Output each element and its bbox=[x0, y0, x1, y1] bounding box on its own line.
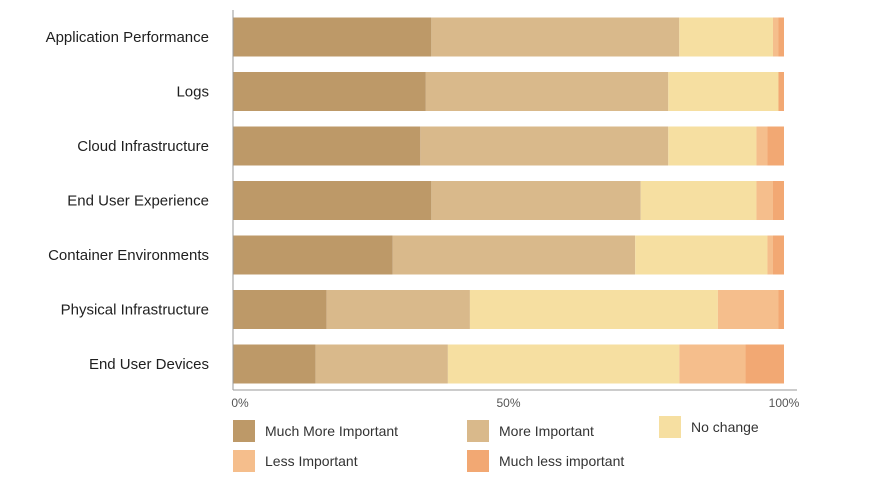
bar-application-performance-no-change bbox=[679, 17, 773, 57]
bar-end-user-experience-much-more-important bbox=[233, 181, 432, 220]
bar-end-user-devices-less-important bbox=[679, 344, 746, 384]
bar-cloud-infrastructure-much-less-important bbox=[767, 126, 784, 166]
bar-end-user-devices-much-more-important bbox=[233, 344, 316, 384]
bar-physical-infrastructure-more-important bbox=[326, 290, 470, 329]
bar-cloud-infrastructure-more-important bbox=[420, 126, 669, 166]
bar-physical-infrastructure-much-less-important bbox=[778, 290, 784, 329]
bar-application-performance-more-important bbox=[431, 17, 680, 57]
bar-container-environments-much-less-important bbox=[772, 235, 784, 275]
x-tick-label: 100% bbox=[769, 396, 800, 410]
category-label-application-performance: Application Performance bbox=[46, 29, 209, 46]
bar-end-user-experience-no-change bbox=[640, 181, 757, 220]
bar-physical-infrastructure-less-important bbox=[717, 290, 779, 329]
bar-cloud-infrastructure-less-important bbox=[756, 126, 768, 166]
bar-container-environments-much-more-important bbox=[233, 235, 393, 275]
bars-group bbox=[233, 17, 784, 384]
bar-cloud-infrastructure-no-change bbox=[668, 126, 757, 166]
category-label-cloud-infrastructure: Cloud Infrastructure bbox=[77, 138, 209, 155]
bar-logs-much-more-important bbox=[233, 72, 426, 111]
bar-application-performance-much-more-important bbox=[233, 17, 432, 57]
x-tick-label: 0% bbox=[231, 396, 249, 410]
bar-container-environments-no-change bbox=[635, 235, 768, 275]
category-label-end-user-devices: End User Devices bbox=[89, 356, 209, 373]
bar-container-environments-less-important bbox=[767, 235, 773, 275]
bar-end-user-experience-less-important bbox=[756, 181, 773, 220]
category-label-end-user-experience: End User Experience bbox=[67, 193, 209, 210]
category-label-logs: Logs bbox=[176, 84, 209, 101]
bar-physical-infrastructure-no-change bbox=[469, 290, 718, 329]
bar-logs-more-important bbox=[425, 72, 669, 111]
bar-application-performance-much-less-important bbox=[778, 17, 784, 57]
x-tick-label: 50% bbox=[496, 396, 520, 410]
bar-end-user-experience-more-important bbox=[431, 181, 641, 220]
bar-end-user-devices-no-change bbox=[447, 344, 680, 384]
category-label-container-environments: Container Environments bbox=[48, 247, 209, 264]
category-labels: Application Performance Logs Cloud Infrast… bbox=[46, 29, 209, 373]
bar-physical-infrastructure-much-more-important bbox=[233, 290, 327, 329]
category-label-physical-infrastructure: Physical Infrastructure bbox=[61, 302, 209, 319]
bar-cloud-infrastructure-much-more-important bbox=[233, 126, 421, 166]
bar-logs-no-change bbox=[668, 72, 779, 111]
x-tick-labels: 0% 50% 100% bbox=[231, 396, 799, 410]
bar-end-user-experience-much-less-important bbox=[772, 181, 784, 220]
bar-container-environments-more-important bbox=[392, 235, 636, 275]
bar-application-performance-less-important bbox=[772, 17, 779, 57]
bar-end-user-devices-more-important bbox=[315, 344, 448, 384]
bar-end-user-devices-much-less-important bbox=[745, 344, 784, 384]
bar-logs-much-less-important bbox=[778, 72, 784, 111]
